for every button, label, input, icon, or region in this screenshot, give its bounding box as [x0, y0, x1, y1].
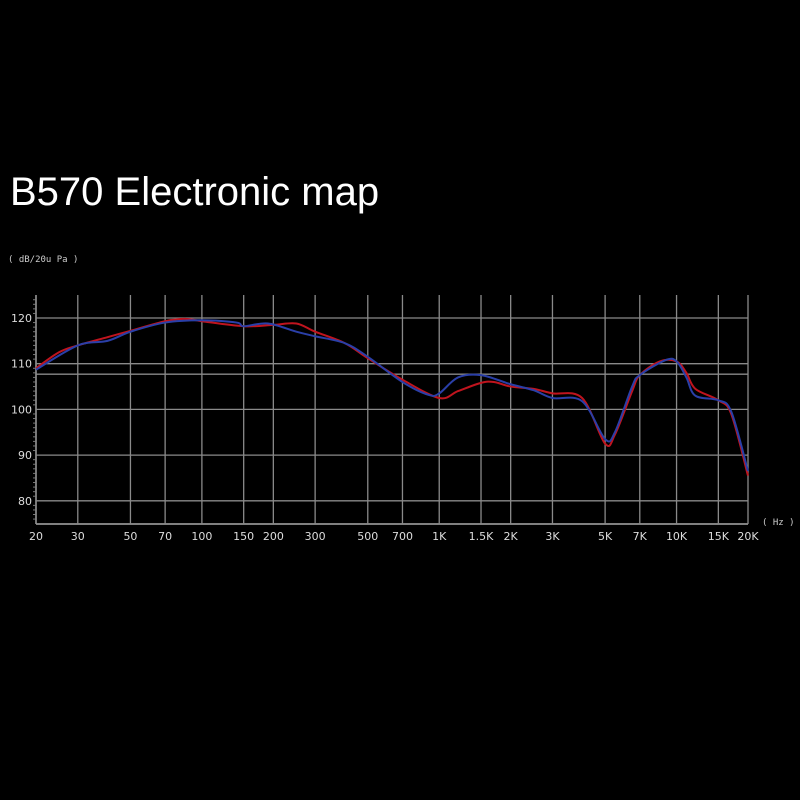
x-tick-label: 700	[392, 530, 413, 543]
x-tick-label: 7K	[633, 530, 648, 543]
x-tick-label: 3K	[545, 530, 560, 543]
y-tick-label: 110	[11, 358, 32, 371]
y-tick-label: 100	[11, 403, 32, 416]
x-tick-label: 20K	[737, 530, 759, 543]
y-tick-label: 120	[11, 312, 32, 325]
x-tick-label: 50	[123, 530, 137, 543]
x-tick-label: 200	[263, 530, 284, 543]
series-line-2	[35, 319, 749, 472]
x-tick-label: 300	[305, 530, 326, 543]
x-tick-label: 15K	[708, 530, 730, 543]
y-tick-label: 80	[18, 495, 32, 508]
series-line-1	[35, 317, 749, 476]
x-tick-label: 5K	[598, 530, 613, 543]
x-tick-label: 30	[71, 530, 85, 543]
y-axis-label: ( dB/20u Pa )	[8, 255, 78, 265]
x-tick-label: 100	[191, 530, 212, 543]
x-tick-label: 2K	[504, 530, 519, 543]
x-tick-label: 70	[158, 530, 172, 543]
x-tick-label: 1.5K	[469, 530, 494, 543]
x-tick-label: 500	[357, 530, 378, 543]
x-tick-label: 20	[29, 530, 43, 543]
x-tick-label: 1K	[432, 530, 447, 543]
y-tick-label: 90	[18, 449, 32, 462]
x-tick-label: 150	[233, 530, 254, 543]
chart-title: B570 Electronic map	[10, 170, 380, 214]
x-axis-label: ( Hz )	[762, 518, 795, 528]
x-tick-label: 10K	[666, 530, 688, 543]
